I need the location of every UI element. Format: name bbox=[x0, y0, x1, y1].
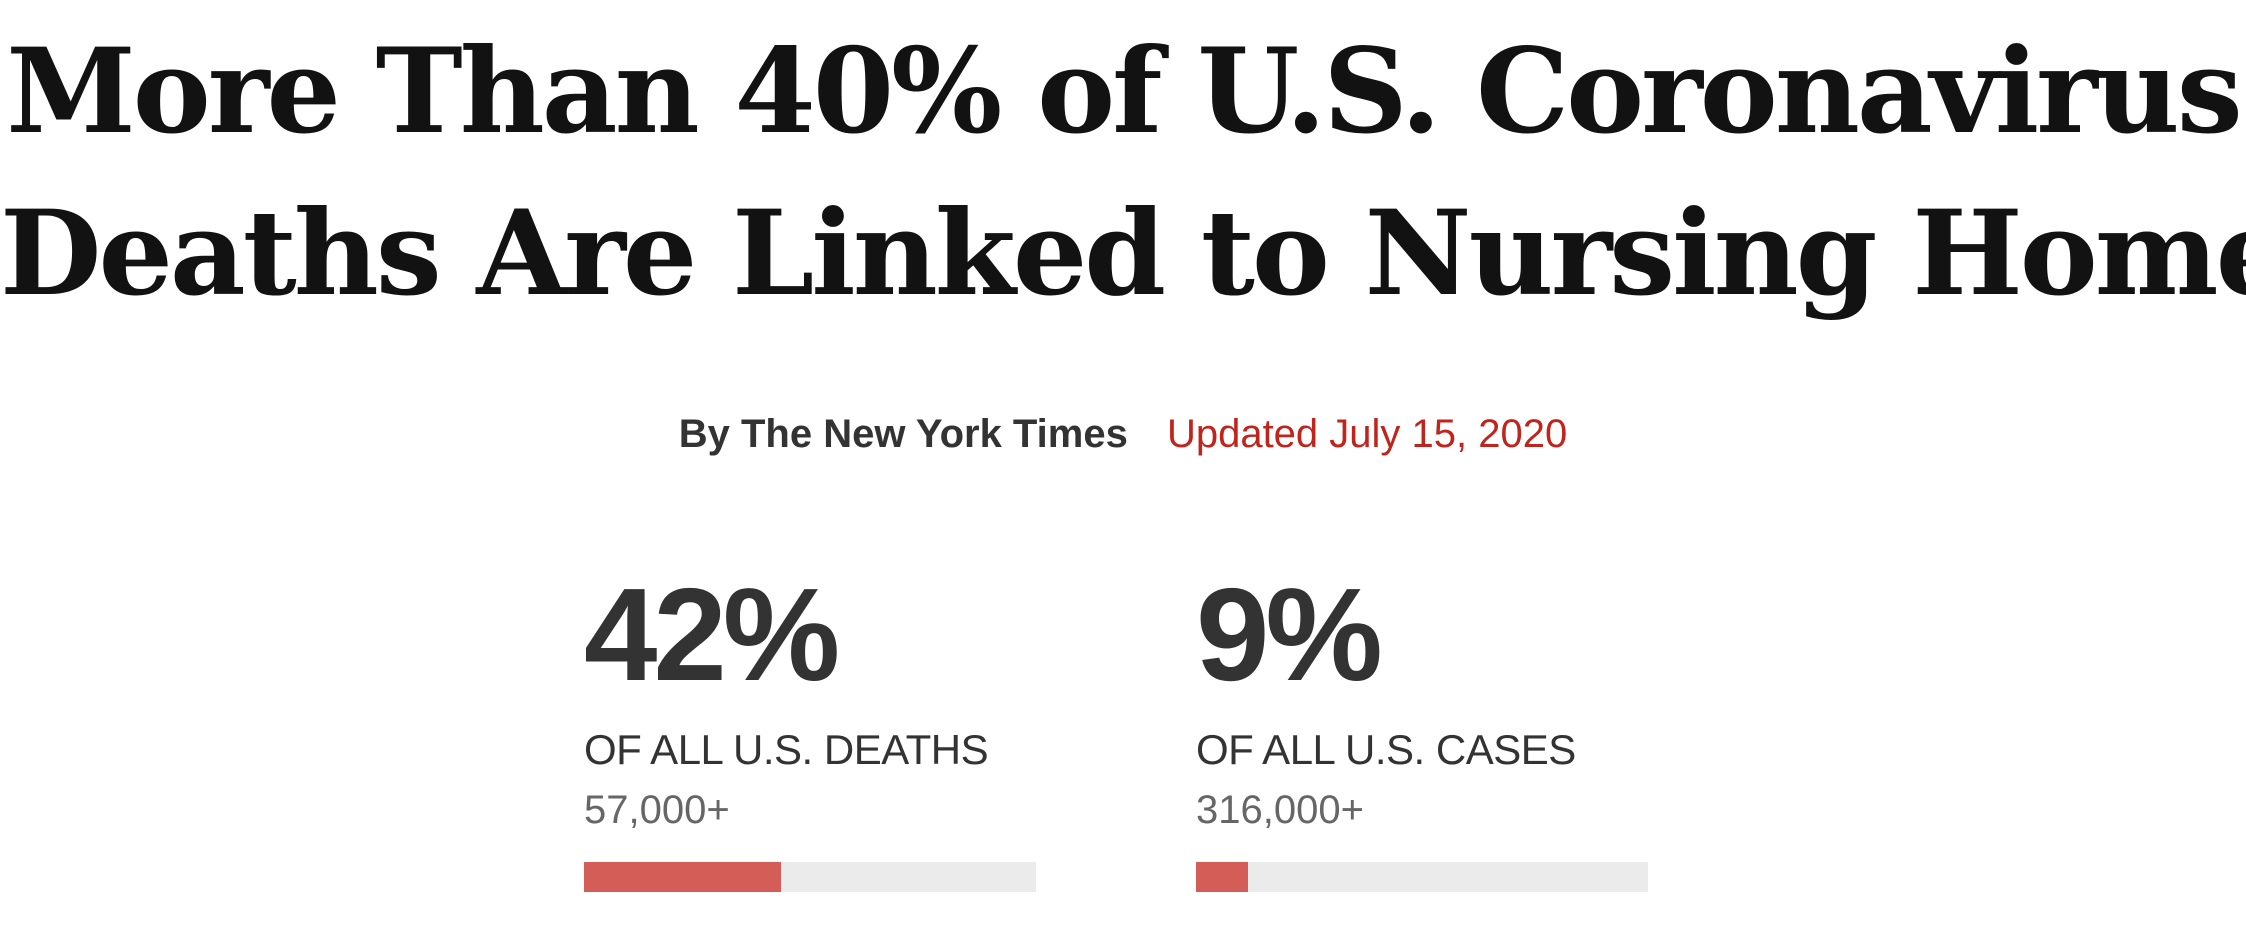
stat-cases-count: 316,000+ bbox=[1196, 788, 1364, 832]
stat-cases: 9% OF ALL U.S. CASES 316,000+ bbox=[1196, 561, 1648, 892]
article-meta: By The New York Times Updated July 15, 2… bbox=[0, 405, 2246, 463]
headline-line-2: Deaths Are Linked to Nursing Homes bbox=[0, 184, 2246, 322]
stat-deaths-count: 57,000+ bbox=[584, 788, 730, 832]
updated-timestamp: Updated July 15, 2020 bbox=[1166, 412, 1568, 456]
stat-cases-label: OF ALL U.S. CASES bbox=[1196, 726, 1576, 773]
stat-deaths-percent: 42% bbox=[584, 561, 840, 708]
stat-deaths-bar-track bbox=[584, 862, 1036, 892]
stat-cases-bar-fill bbox=[1196, 862, 1248, 892]
stat-cases-bar-track bbox=[1196, 862, 1648, 892]
byline: By The New York Times bbox=[678, 412, 1128, 456]
stat-cases-percent: 9% bbox=[1196, 561, 1383, 708]
stat-deaths-bar-fill bbox=[584, 862, 781, 892]
stat-deaths: 42% OF ALL U.S. DEATHS 57,000+ bbox=[584, 561, 1036, 892]
article-headline: More Than 40% of U.S. Coronavirus Deaths… bbox=[0, 10, 2246, 334]
headline-line-1: More Than 40% of U.S. Coronavirus bbox=[6, 22, 2242, 160]
stat-deaths-label: OF ALL U.S. DEATHS bbox=[584, 726, 989, 773]
